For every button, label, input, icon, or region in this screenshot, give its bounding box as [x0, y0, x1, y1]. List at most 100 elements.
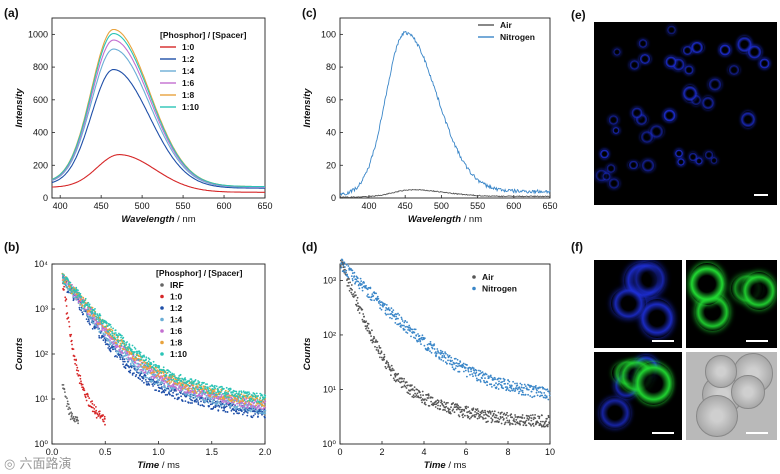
data-point	[534, 417, 537, 419]
data-point	[61, 273, 64, 275]
data-point	[401, 324, 404, 327]
data-point	[412, 396, 415, 399]
data-point	[535, 391, 538, 394]
data-point	[491, 386, 493, 388]
data-point	[372, 295, 375, 297]
data-point	[442, 352, 445, 355]
data-point	[380, 351, 383, 354]
data-point	[532, 418, 535, 421]
data-point	[151, 383, 154, 386]
data-point	[163, 391, 166, 394]
data-point	[515, 387, 518, 390]
data-point	[122, 363, 124, 366]
data-point	[152, 385, 155, 387]
x-tick-label: 550	[176, 201, 191, 211]
data-point	[548, 392, 551, 394]
micrograph-e	[594, 22, 777, 205]
data-point	[524, 420, 527, 423]
data-point	[430, 351, 433, 354]
data-point	[119, 339, 122, 342]
data-point	[143, 381, 145, 384]
data-point	[400, 324, 402, 326]
data-point	[355, 278, 358, 281]
data-point	[447, 359, 449, 362]
data-point	[395, 313, 398, 316]
data-point	[83, 306, 86, 308]
data-point	[152, 380, 154, 383]
data-point	[220, 394, 223, 396]
data-point	[77, 299, 80, 302]
data-point	[346, 275, 349, 277]
data-point	[128, 353, 131, 355]
data-point	[224, 396, 227, 398]
data-point	[65, 298, 68, 301]
data-point	[385, 362, 388, 365]
data-point	[121, 358, 124, 361]
data-point	[490, 383, 493, 386]
data-point	[204, 401, 207, 403]
data-point	[153, 371, 156, 373]
data-point	[501, 381, 504, 383]
data-point	[478, 417, 481, 419]
data-point	[418, 334, 421, 337]
data-point	[95, 320, 98, 322]
data-point	[402, 327, 405, 330]
data-point	[94, 327, 96, 330]
x-tick-label: 6	[463, 447, 468, 457]
data-point	[239, 393, 242, 396]
data-point	[376, 295, 379, 298]
data-point	[99, 318, 102, 321]
x-tick-label: 500	[434, 201, 449, 211]
cell-blob	[628, 160, 639, 169]
x-axis-label: Time / ms	[424, 460, 467, 471]
data-point	[411, 384, 413, 386]
data-point	[147, 365, 150, 368]
data-point	[545, 395, 548, 398]
data-point	[419, 391, 421, 394]
data-point	[483, 379, 485, 382]
data-point	[503, 423, 506, 426]
data-point	[92, 318, 94, 320]
data-point	[475, 371, 478, 374]
micrograph-f-green	[686, 260, 777, 348]
data-point	[375, 292, 377, 295]
data-point	[440, 400, 443, 403]
data-point	[224, 391, 226, 394]
data-point	[145, 356, 148, 359]
data-point	[456, 403, 459, 406]
data-point	[116, 356, 119, 358]
data-point	[193, 383, 195, 385]
data-point	[346, 285, 349, 287]
data-point	[100, 337, 103, 339]
data-point	[451, 409, 454, 412]
legend-title: [Phosphor] / [Spacer]	[156, 268, 243, 278]
data-point	[489, 413, 492, 415]
data-point	[78, 291, 80, 294]
data-point	[427, 397, 430, 399]
data-point	[125, 343, 128, 346]
data-point	[418, 337, 421, 340]
data-point	[458, 370, 461, 373]
data-point	[483, 417, 485, 420]
data-point	[458, 362, 461, 365]
data-point	[410, 335, 412, 338]
data-point	[165, 388, 167, 391]
data-point	[340, 262, 343, 264]
data-point	[411, 395, 414, 398]
data-point	[358, 283, 360, 286]
data-point	[88, 320, 90, 322]
data-point	[127, 356, 130, 359]
data-point	[175, 382, 178, 385]
cell-blob	[759, 57, 771, 70]
data-point	[210, 390, 213, 392]
data-point	[152, 360, 155, 363]
data-point	[111, 334, 114, 337]
data-point	[133, 346, 136, 349]
data-point	[156, 377, 159, 379]
data-point	[87, 315, 90, 317]
data-point	[522, 393, 525, 396]
data-point	[75, 364, 78, 366]
data-point	[383, 353, 386, 356]
data-point	[71, 287, 74, 289]
x-tick-label: 600	[217, 201, 232, 211]
